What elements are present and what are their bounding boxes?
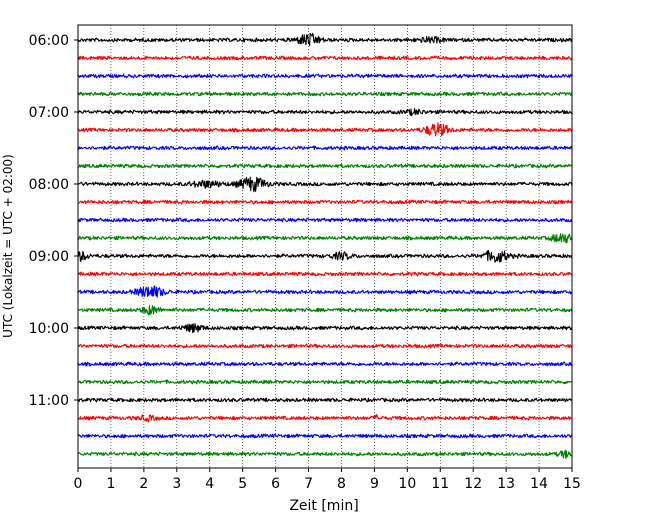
x-tick-label-0: 0 (74, 476, 83, 492)
plot-frame (77, 24, 573, 469)
trace-0930 (77, 285, 573, 298)
trace-0815 (77, 199, 573, 205)
y-tick-label-0800: 08:00 (29, 177, 69, 193)
trace-0845 (77, 233, 573, 244)
trace-0630 (77, 73, 573, 79)
x-tick-label-2: 2 (139, 476, 148, 492)
trace-0945 (77, 305, 573, 316)
y-tick-label-1100: 11:00 (29, 393, 69, 409)
trace-0915 (77, 271, 573, 277)
trace-1015 (77, 343, 573, 349)
x-tick-label-1: 1 (106, 476, 115, 492)
trace-0800 (77, 176, 573, 193)
x-tick-label-10: 10 (398, 476, 416, 492)
x-tick-label-6: 6 (271, 476, 280, 492)
trace-0645 (77, 91, 573, 97)
vertical-gridlines (110, 25, 540, 468)
trace-1145 (77, 449, 573, 460)
x-tick-label-13: 13 (497, 476, 515, 492)
x-tick-label-12: 12 (464, 476, 482, 492)
trace-0715 (77, 122, 573, 137)
trace-1030 (77, 361, 573, 367)
y-tick-label-0600: 06:00 (29, 33, 69, 49)
trace-0700 (77, 107, 573, 117)
x-tick-label-9: 9 (370, 476, 379, 492)
x-tick-label-14: 14 (530, 476, 548, 492)
x-tick-label-11: 11 (431, 476, 449, 492)
trace-0830 (77, 217, 573, 223)
trace-0615 (77, 55, 573, 61)
x-axis-ticks: 0 1 2 3 4 5 6 7 8 9 10 11 12 13 14 15 (74, 468, 581, 492)
y-tick-label-0900: 09:00 (29, 249, 69, 265)
x-tick-label-4: 4 (205, 476, 214, 492)
trace-0745 (77, 163, 573, 169)
trace-1000 (77, 323, 573, 334)
trace-1045 (77, 379, 573, 385)
trace-0600 (77, 32, 573, 47)
trace-1115 (77, 413, 573, 423)
y-tick-label-1000: 10:00 (29, 321, 69, 337)
y-axis-label: UTC (Lokalzeit = UTC + 02:00) (1, 154, 15, 338)
trace-1130 (77, 433, 573, 439)
seismogram-traces (77, 32, 573, 460)
trace-1100 (77, 397, 573, 403)
x-tick-label-5: 5 (238, 476, 247, 492)
trace-0900 (77, 249, 573, 263)
x-tick-label-8: 8 (337, 476, 346, 492)
x-tick-label-7: 7 (304, 476, 313, 492)
x-tick-label-15: 15 (563, 476, 581, 492)
x-tick-label-3: 3 (172, 476, 181, 492)
x-axis-label: Zeit [min] (289, 498, 358, 514)
y-tick-label-0700: 07:00 (29, 105, 69, 121)
y-axis-ticks: 06:00 07:00 08:00 09:00 10:00 11:00 (29, 33, 78, 409)
trace-0730 (77, 145, 573, 151)
